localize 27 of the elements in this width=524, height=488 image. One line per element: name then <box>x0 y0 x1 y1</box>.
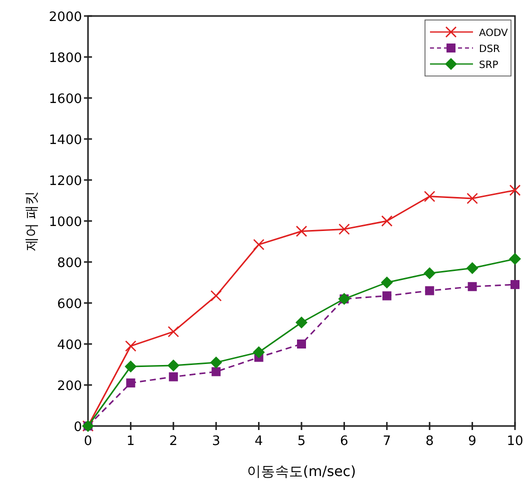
y-tick-label: 1400 <box>48 133 82 148</box>
y-tick-label: 0 <box>74 420 82 435</box>
x-tick-label: 10 <box>506 434 524 449</box>
y-tick-label: 200 <box>57 379 82 394</box>
legend-label: AODV <box>479 28 508 39</box>
y-tick-label: 1600 <box>48 92 82 107</box>
x-axis-title: 이동속도(m/sec) <box>247 464 356 480</box>
x-tick-label: 9 <box>468 434 476 449</box>
x-tick-label: 7 <box>382 434 392 449</box>
y-tick-label: 2000 <box>48 10 82 25</box>
x-tick-label: 5 <box>297 434 306 449</box>
legend-label: SRP <box>479 60 498 71</box>
y-tick-label: 400 <box>57 338 82 353</box>
x-tick-label: 1 <box>126 434 135 449</box>
x-tick-label: 2 <box>169 434 178 449</box>
x-tick-label: 3 <box>212 434 220 449</box>
y-tick-label: 1000 <box>48 215 82 230</box>
legend-label: DSR <box>479 44 500 55</box>
x-tick-label: 0 <box>84 434 92 449</box>
y-tick-label: 800 <box>57 256 82 271</box>
x-tick-label: 6 <box>340 434 348 449</box>
y-axis-title: 제어 패킷 <box>24 190 40 252</box>
x-tick-label: 8 <box>425 434 434 449</box>
y-tick-label: 1800 <box>48 51 82 66</box>
x-tick-label: 4 <box>254 434 263 449</box>
y-tick-label: 1200 <box>48 174 82 189</box>
y-tick-label: 600 <box>57 297 82 312</box>
